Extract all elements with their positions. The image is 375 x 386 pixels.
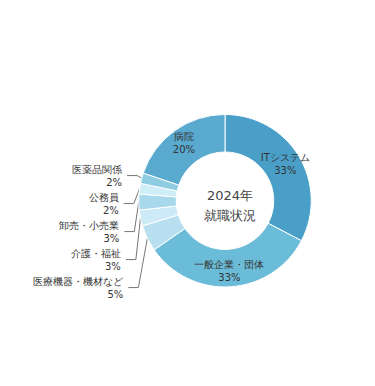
- svg-text:卸売・小売業: 卸売・小売業: [59, 220, 119, 231]
- svg-text:3%: 3%: [105, 261, 121, 272]
- svg-text:医療機器・機材など: 医療機器・機材など: [33, 276, 123, 287]
- svg-text:一般企業・団体: 一般企業・団体: [194, 259, 264, 270]
- svg-text:33%: 33%: [274, 165, 296, 176]
- svg-text:20%: 20%: [173, 144, 195, 155]
- svg-text:2%: 2%: [103, 205, 119, 216]
- svg-text:2%: 2%: [106, 177, 122, 188]
- svg-text:公務員: 公務員: [89, 192, 119, 203]
- svg-text:3%: 3%: [103, 233, 119, 244]
- svg-text:医薬品関係: 医薬品関係: [72, 164, 122, 175]
- svg-text:2024年: 2024年: [207, 188, 253, 203]
- svg-text:33%: 33%: [218, 272, 240, 283]
- svg-text:病院: 病院: [174, 131, 194, 142]
- svg-text:ITシステム: ITシステム: [261, 152, 310, 163]
- svg-text:5%: 5%: [107, 289, 123, 300]
- svg-text:介護・福祉: 介護・福祉: [71, 248, 121, 259]
- svg-text:就職状況: 就職状況: [204, 208, 256, 223]
